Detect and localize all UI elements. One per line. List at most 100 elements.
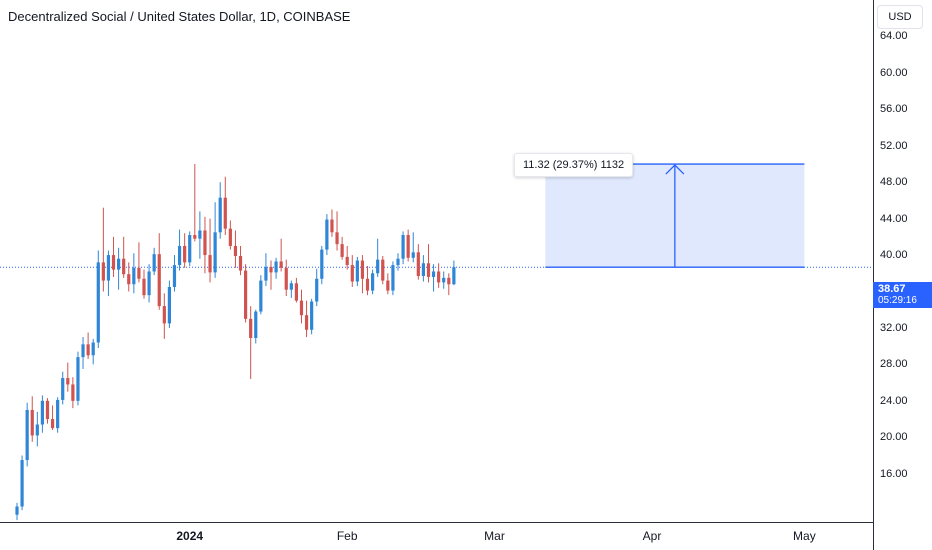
candle	[274, 257, 278, 279]
candle	[96, 250, 100, 348]
candle	[396, 253, 400, 271]
candle	[35, 411, 39, 447]
candle	[310, 298, 314, 335]
currency-button[interactable]: USD	[877, 5, 923, 29]
candle-body	[304, 315, 309, 330]
last-price-badge: 38.67 05:29:16	[873, 282, 932, 308]
time-tick-label: Apr	[642, 529, 662, 543]
candle	[193, 163, 197, 242]
candle	[254, 309, 258, 344]
candle	[213, 202, 217, 278]
candle-body	[284, 267, 288, 290]
time-tick-label: 2024	[176, 529, 204, 543]
candle	[86, 332, 90, 359]
candle-body	[340, 244, 344, 257]
candle-body	[40, 400, 44, 425]
candle	[259, 275, 263, 315]
candle	[447, 273, 451, 296]
candle	[406, 229, 410, 262]
candle-body	[56, 399, 60, 429]
candle-body	[127, 274, 131, 285]
candle	[81, 337, 85, 369]
candle-body	[381, 259, 385, 281]
candle-body	[376, 259, 380, 274]
candle-body	[259, 280, 263, 312]
candle	[289, 280, 293, 298]
candle-body	[106, 255, 111, 281]
candle	[355, 256, 359, 287]
candle-body	[50, 419, 55, 429]
candle-body	[426, 263, 431, 277]
candle-body	[279, 261, 283, 268]
candle-body	[213, 232, 217, 273]
candle	[20, 455, 24, 511]
candle	[66, 362, 70, 392]
candle	[50, 405, 55, 430]
candle	[30, 396, 34, 442]
candle	[304, 300, 309, 338]
candle-body	[198, 230, 202, 239]
chart-title: Decentralized Social / United States Dol…	[8, 9, 351, 24]
candle	[233, 230, 238, 268]
candle	[188, 231, 192, 267]
price-tick-label: 16.00	[880, 467, 908, 480]
candle-body	[320, 249, 324, 279]
candle	[335, 211, 339, 251]
candle	[183, 233, 187, 268]
candle-body	[269, 266, 273, 273]
candle-body	[416, 252, 420, 277]
candle	[122, 236, 126, 278]
candle	[315, 268, 319, 307]
candle-body	[162, 306, 166, 324]
price-tick-label: 40.00	[880, 249, 908, 262]
candle	[152, 247, 156, 276]
candle-body	[203, 230, 207, 256]
price-tick-label: 24.00	[880, 394, 908, 407]
candle-body	[172, 265, 177, 287]
price-tick-label: 44.00	[880, 212, 908, 225]
candle	[45, 398, 50, 424]
measure-label: 11.32 (29.37%) 1132	[514, 153, 634, 177]
candle-body	[25, 409, 29, 461]
candle-body	[421, 263, 425, 277]
candles-layer	[15, 163, 456, 521]
candle-body	[452, 267, 456, 285]
candle	[360, 255, 365, 294]
candle	[228, 220, 232, 250]
candle	[386, 273, 390, 295]
candle-body	[431, 271, 436, 277]
candle-body	[30, 409, 34, 436]
candle	[61, 371, 65, 405]
candle-body	[350, 265, 354, 282]
candle	[381, 255, 385, 285]
candle	[127, 262, 131, 292]
candle-body	[157, 254, 161, 307]
candle-body	[61, 378, 65, 400]
price-tick-label: 56.00	[880, 103, 908, 116]
candle-body	[35, 424, 39, 436]
candle-body	[345, 256, 349, 266]
candle	[421, 255, 425, 282]
candle	[442, 271, 446, 289]
candle	[71, 377, 75, 409]
candle	[218, 182, 222, 239]
candle-body	[111, 255, 116, 270]
candle	[279, 238, 283, 272]
candle-body	[325, 219, 329, 250]
candle	[325, 214, 329, 256]
candle-body	[391, 265, 395, 291]
candle	[167, 280, 171, 328]
candle-body	[289, 283, 293, 290]
candle	[365, 266, 370, 296]
candle-body	[96, 262, 100, 343]
candle	[238, 245, 243, 276]
time-tick-label: May	[793, 529, 816, 543]
candle-body	[238, 255, 243, 271]
candle-body	[310, 301, 314, 330]
candle-body	[132, 267, 136, 285]
candle-body	[101, 262, 105, 281]
price-tick-label: 52.00	[880, 139, 908, 152]
candle	[15, 502, 19, 521]
candle-body	[299, 300, 304, 316]
